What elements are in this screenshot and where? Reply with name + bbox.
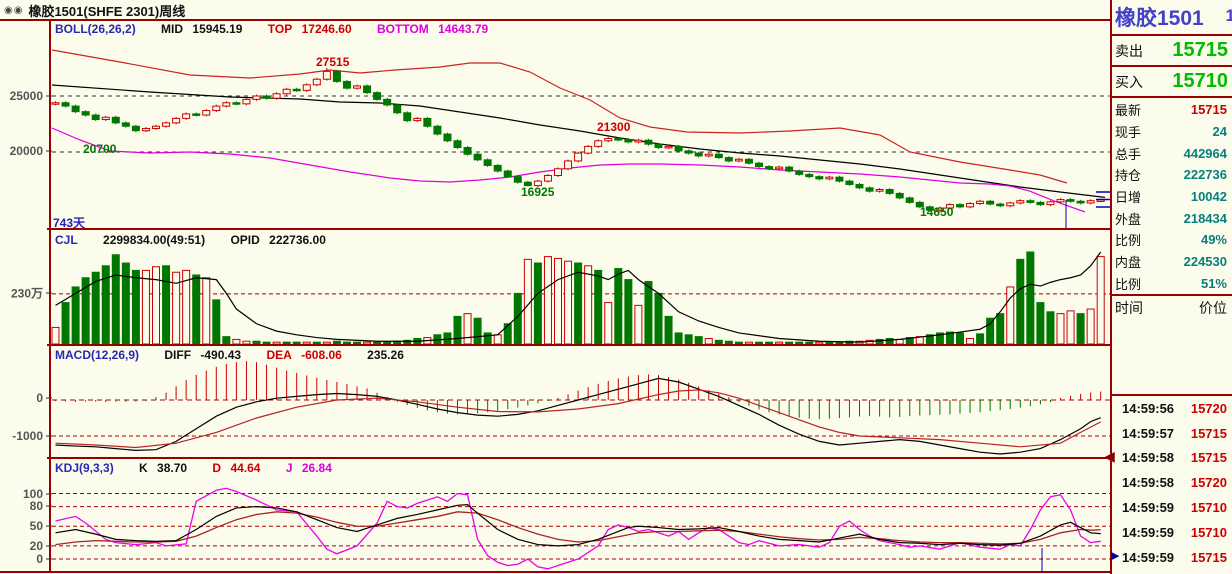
tick-row: 14:59:59 15710	[1122, 500, 1227, 516]
cjl-value: 2299834.00(49:51)	[103, 233, 206, 247]
left-price-axis: 25000 20000 230万 0 -1000 100 80 50 20 0	[0, 0, 46, 574]
cjl-name: CJL	[55, 233, 78, 247]
axis-label: 230万	[10, 286, 43, 301]
macd-name: MACD(12,26,9)	[55, 348, 140, 362]
svg-text:27515: 27515	[316, 55, 350, 69]
axis-label: 100	[22, 487, 43, 501]
contract-link-icons: ◉◉	[4, 4, 24, 16]
contract-name-suffix: 1	[1226, 6, 1232, 34]
tick-row: 14:59:57 15715	[1122, 425, 1227, 441]
ask-price: 15715	[1172, 39, 1228, 61]
chart-canvas[interactable]: 27515 20700 21300 16925 14650 743天	[0, 0, 1110, 574]
k-value: 38.70	[157, 461, 188, 475]
ask-label: 卖出	[1115, 42, 1143, 59]
tick-row: 14:59:56 15720	[1122, 400, 1227, 416]
stat-row: 现手 24	[1115, 124, 1227, 141]
tick-price-header: 价位	[1199, 300, 1227, 316]
macd-bar-value: 235.26	[367, 348, 404, 362]
contract-name-text: 橡胶1501	[1115, 7, 1204, 30]
boll-mid-label: MID	[161, 22, 184, 36]
axis-label: 20000	[9, 144, 43, 158]
j-label: J	[285, 461, 293, 475]
axis-label: 0	[36, 391, 43, 405]
boll-indicator-header: BOLL(26,26,2) MID 15945.19 TOP 17246.60 …	[55, 22, 494, 36]
bid-row[interactable]: 买入 15710	[1112, 67, 1232, 98]
k-label: K	[139, 461, 148, 475]
tick-time-header: 时间	[1115, 300, 1143, 316]
stat-row: 总手 442964	[1115, 145, 1227, 162]
boll-mid-value: 15945.19	[192, 22, 243, 36]
chart-title: 橡胶1501(SHFE 2301)周线	[28, 3, 186, 19]
boll-bottom-label: BOTTOM	[377, 22, 429, 36]
stat-row: 外盘 218434	[1115, 210, 1227, 227]
tick-row: 14:59:58 15715	[1122, 450, 1227, 466]
boll-bottom-value: 14643.79	[438, 22, 489, 36]
opid-value: 222736.00	[269, 233, 326, 247]
diff-label: DIFF	[164, 348, 192, 362]
volume-indicator-header: CJL 2299834.00(49:51) OPID 222736.00	[55, 233, 332, 247]
tick-row: 14:59:59 15710	[1122, 524, 1227, 540]
stat-row: 最新 15715	[1115, 102, 1227, 119]
bid-price: 15710	[1172, 70, 1228, 92]
axis-label: 25000	[9, 89, 43, 103]
svg-text:16925: 16925	[521, 185, 555, 199]
stat-row: 比例 49%	[1115, 232, 1227, 249]
diff-value: -490.43	[200, 348, 242, 362]
boll-name: BOLL(26,26,2)	[55, 22, 136, 36]
axis-label: 80	[29, 499, 43, 513]
bid-label: 买入	[1115, 73, 1143, 90]
svg-text:20700: 20700	[83, 142, 117, 156]
j-value: 26.84	[301, 461, 332, 475]
opid-label: OPID	[230, 233, 260, 247]
svg-text:14650: 14650	[920, 205, 954, 219]
stat-row: 持仓 222736	[1115, 167, 1227, 184]
tick-row: ▶ 14:59:59 15715	[1111, 549, 1227, 565]
chart-title-bar: ◉◉ 橡胶1501(SHFE 2301)周线	[0, 0, 1108, 20]
contract-name[interactable]: 橡胶1501 1	[1112, 0, 1232, 36]
dea-value: -608.06	[301, 348, 342, 362]
quote-stats-table: 最新 15715 现手 24 总手 442964 持仓 222736 日增 10042 外盘 2184…	[1112, 98, 1232, 296]
dea-label: DEA	[266, 348, 292, 362]
stat-row: 内盘 224530	[1115, 254, 1227, 271]
stat-row: 日增 10042	[1115, 189, 1227, 206]
boll-top-label: TOP	[267, 22, 293, 36]
kdj-indicator-header: KDJ(9,3,3) K 38.70 D 44.64 J 26.84	[55, 461, 338, 475]
d-value: 44.64	[230, 461, 261, 475]
axis-label: 20	[29, 539, 43, 553]
d-label: D	[212, 461, 222, 475]
axis-label: 50	[29, 519, 43, 533]
macd-indicator-header: MACD(12,26,9) DIFF -490.43 DEA -608.06 2…	[55, 348, 410, 362]
tick-list-header: 时间 价位	[1112, 296, 1232, 320]
tick-row: 14:59:58 15720	[1122, 475, 1227, 491]
tick-list[interactable]: 14:59:56 15720 14:59:57 15715 14:59:58 15715 1…	[1111, 396, 1232, 570]
stat-row: 比例 51%	[1115, 275, 1227, 292]
current-tick-icon: ▶	[1111, 549, 1120, 562]
price-marker-icon: ◀	[1104, 448, 1115, 464]
ask-row[interactable]: 卖出 15715	[1112, 36, 1232, 67]
boll-top-value: 17246.60	[301, 22, 352, 36]
axis-label: -1000	[12, 429, 43, 443]
axis-label: 0	[36, 552, 43, 566]
tick-list-spacer	[1112, 320, 1232, 396]
svg-text:743天: 743天	[53, 216, 86, 230]
svg-text:21300: 21300	[597, 120, 631, 134]
kdj-name: KDJ(9,3,3)	[55, 461, 114, 475]
